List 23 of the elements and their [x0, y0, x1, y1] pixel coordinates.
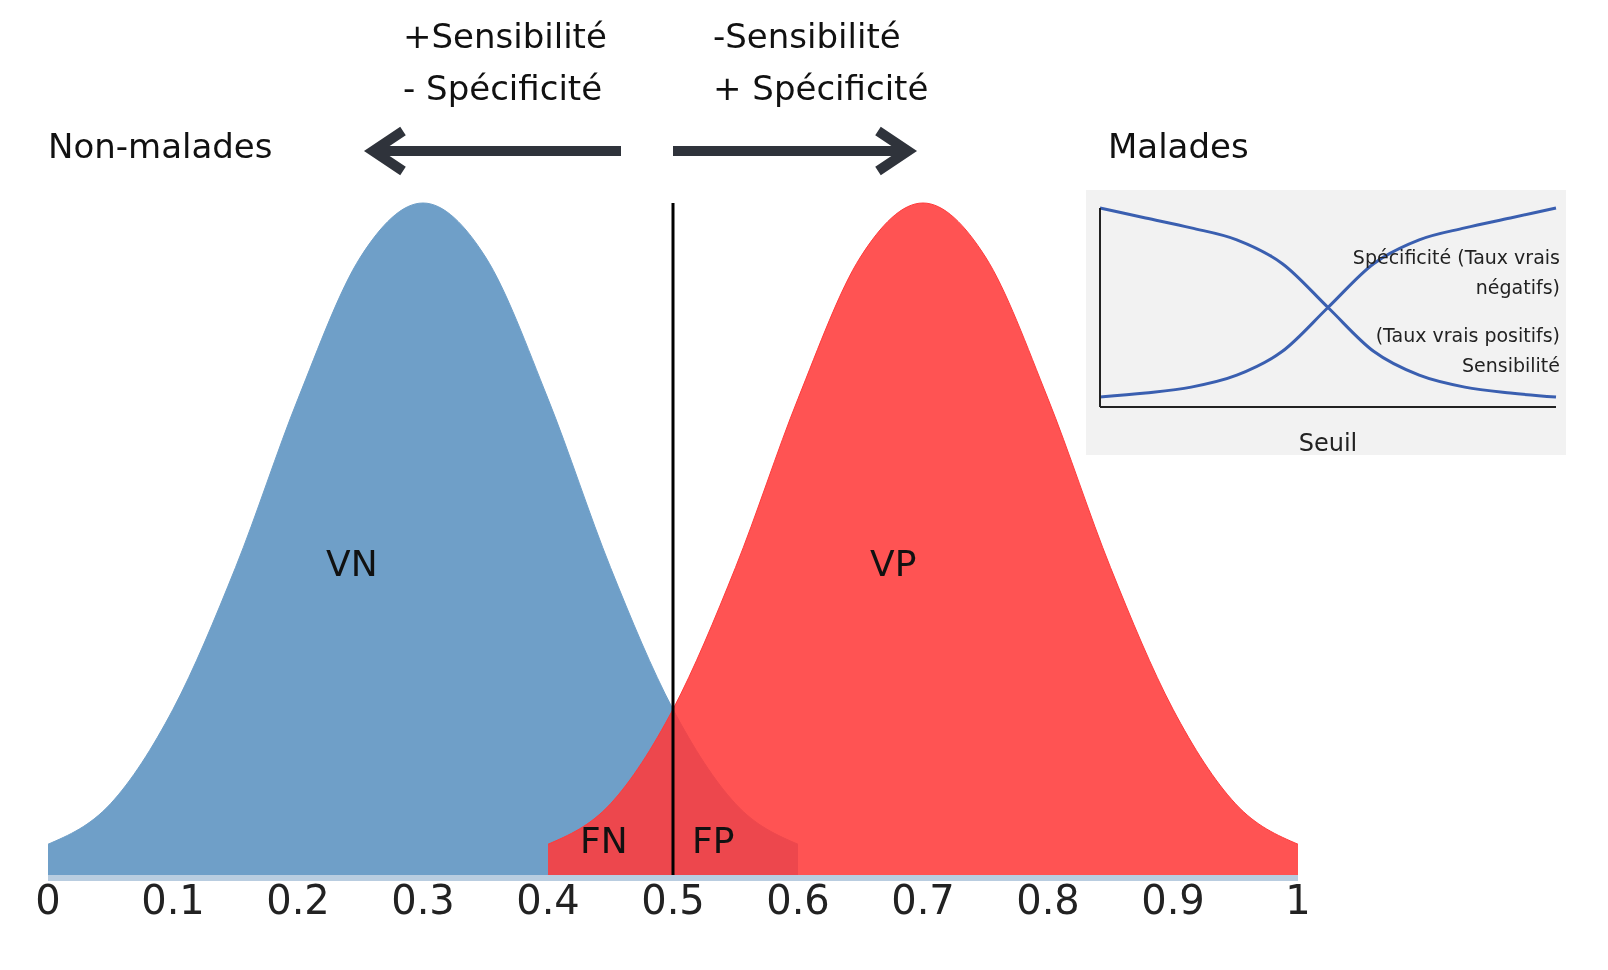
x-tick-label: 0.2	[266, 877, 330, 924]
text: + Spécificité	[713, 68, 929, 108]
annotation: VN	[326, 543, 378, 584]
text: Non-malades	[48, 126, 273, 166]
text: Malades	[1108, 126, 1249, 166]
x-tick-label: 0.3	[391, 877, 455, 924]
text: +Sensibilité	[403, 16, 607, 56]
x-tick-label: 1	[1285, 877, 1311, 924]
x-tick-label: 0.6	[766, 877, 830, 924]
text: -Sensibilité	[713, 16, 901, 56]
text: - Spécificité	[403, 68, 603, 108]
x-tick-label: 0.4	[516, 877, 580, 924]
x-tick-label: 0	[35, 877, 61, 924]
x-tick-label: 0.8	[1016, 877, 1080, 924]
annotation: FN	[580, 820, 628, 861]
x-axis-title: Seuil	[1298, 429, 1358, 457]
x-tick-label: 0.9	[1141, 877, 1205, 924]
x-tick-label: 0.5	[641, 877, 705, 924]
annotation: FP	[692, 820, 735, 861]
x-tick-label: 0.1	[141, 877, 205, 924]
annotation: VP	[870, 543, 917, 584]
series-label: (Taux vrais positifs) Sensibilité	[1374, 323, 1560, 378]
x-tick-label: 0.7	[891, 877, 955, 924]
